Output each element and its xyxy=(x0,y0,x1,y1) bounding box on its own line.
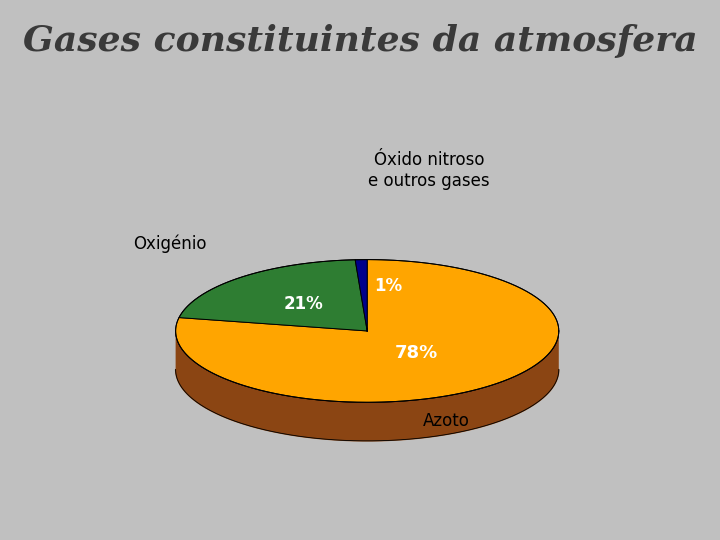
Text: 1%: 1% xyxy=(374,278,402,295)
Text: Azoto: Azoto xyxy=(423,412,469,430)
Polygon shape xyxy=(355,260,367,331)
Polygon shape xyxy=(176,260,559,402)
Text: Óxido nitroso
e outros gases: Óxido nitroso e outros gases xyxy=(369,151,490,190)
Text: Oxigénio: Oxigénio xyxy=(133,235,207,253)
Text: 78%: 78% xyxy=(395,344,438,362)
Polygon shape xyxy=(179,260,367,331)
Polygon shape xyxy=(176,331,559,441)
Text: Gases constituintes da atmosfera: Gases constituintes da atmosfera xyxy=(23,24,697,58)
Polygon shape xyxy=(176,369,559,441)
Text: 21%: 21% xyxy=(284,295,324,313)
